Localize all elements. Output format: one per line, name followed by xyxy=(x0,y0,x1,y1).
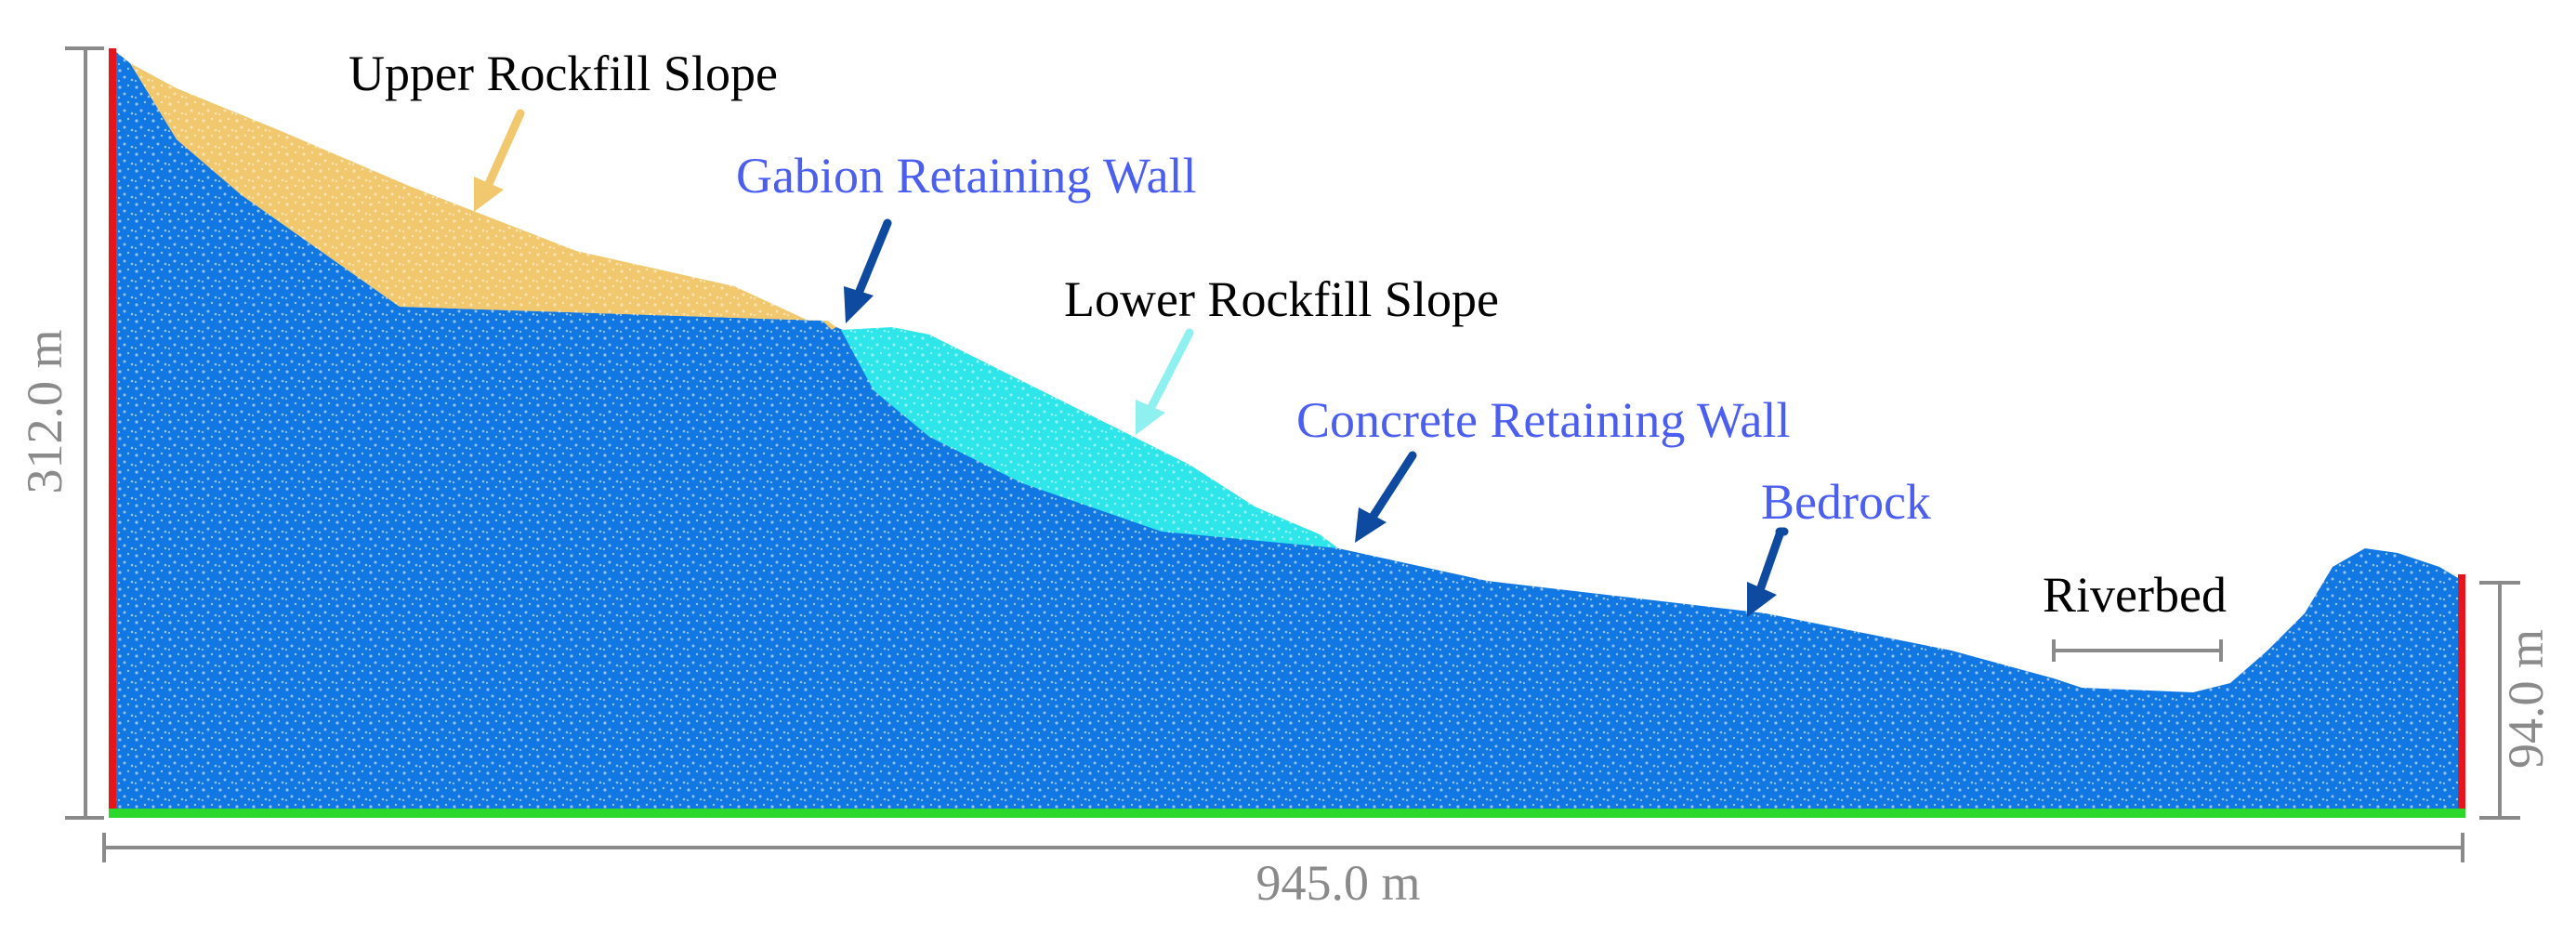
concrete-wall-label: Concrete Retaining Wall xyxy=(1296,392,1791,448)
lower-rockfill-arrow xyxy=(1136,328,1194,435)
riverbed-label: Riverbed xyxy=(2043,567,2227,623)
left-height-dimension: 312.0 m xyxy=(17,329,72,493)
lower-rockfill-region xyxy=(841,327,1338,548)
concrete-wall-arrow xyxy=(1355,451,1417,543)
left-fixed-boundary xyxy=(109,48,116,816)
right-height-dimension: 94.0 m xyxy=(2498,629,2554,769)
bedrock-label: Bedrock xyxy=(1761,474,1931,530)
dimension-lines xyxy=(65,46,2520,862)
upper-rockfill-region xyxy=(130,63,836,330)
gabion-wall-arrow xyxy=(844,218,892,323)
bedrock-region xyxy=(112,48,2463,816)
gabion-wall-label: Gabion Retaining Wall xyxy=(736,148,1197,204)
bedrock-arrow xyxy=(1747,527,1789,617)
bottom-fixed-boundary xyxy=(109,809,2465,818)
width-dimension: 945.0 m xyxy=(1255,855,1420,911)
right-fixed-boundary xyxy=(2458,574,2465,816)
lower-rockfill-label: Lower Rockfill Slope xyxy=(1064,271,1499,327)
upper-rockfill-arrow xyxy=(474,109,525,212)
upper-rockfill-label: Upper Rockfill Slope xyxy=(348,46,778,101)
